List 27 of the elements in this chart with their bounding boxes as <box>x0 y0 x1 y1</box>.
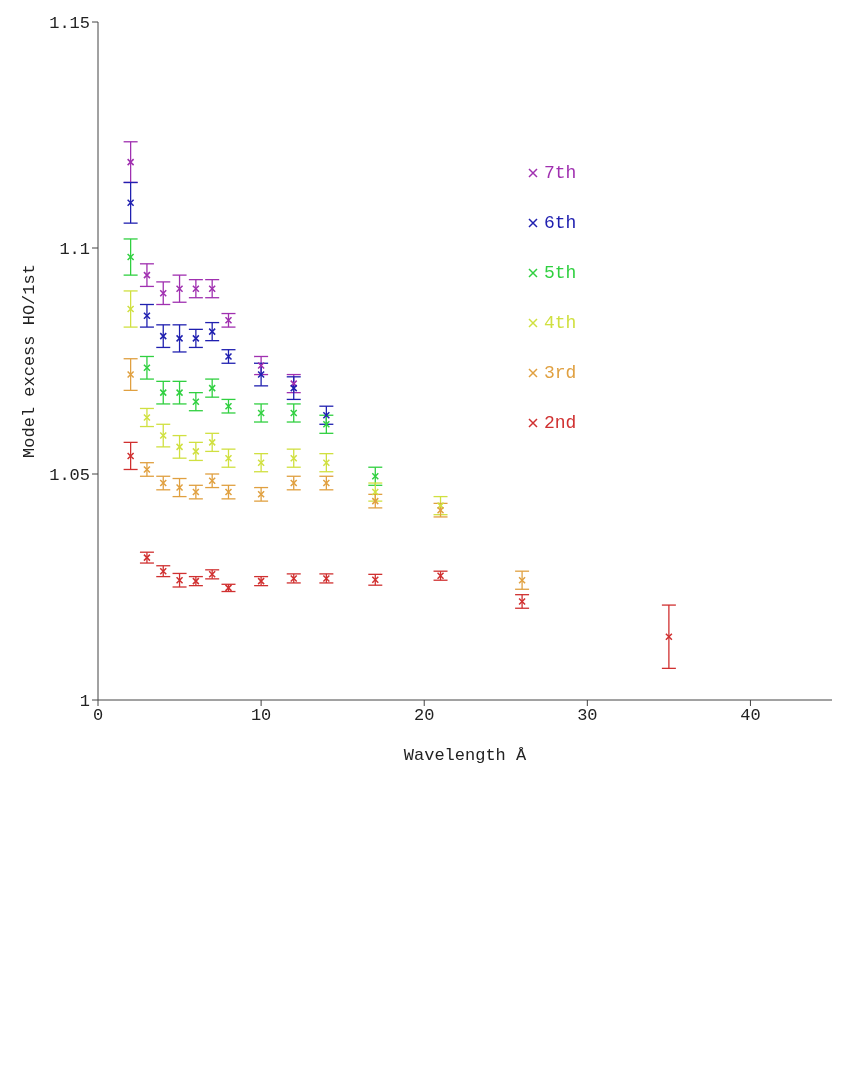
legend-label: 4th <box>544 312 577 335</box>
point <box>208 477 216 485</box>
point <box>175 483 184 492</box>
x-tick-label: 10 <box>250 706 272 726</box>
x-tick-label: 20 <box>414 706 435 726</box>
y-axis-title: Model excess HO/1st <box>20 264 40 458</box>
legend-label: 5th <box>544 262 577 285</box>
point <box>371 576 380 584</box>
y-tick-label: 1.15 <box>49 14 90 34</box>
point <box>322 458 331 467</box>
x-tick-label: 30 <box>577 706 598 726</box>
y-tick-label: 1.05 <box>49 466 90 486</box>
point <box>192 488 200 496</box>
x-axis-title: Wavelength Å <box>403 746 528 765</box>
x-tick-label: 0 <box>92 706 104 726</box>
point <box>143 271 151 279</box>
y-tick-label: 1 <box>79 692 90 712</box>
point <box>322 574 331 583</box>
point <box>159 289 167 297</box>
legend-label: 3rd <box>544 362 577 385</box>
point <box>371 472 380 481</box>
legend-label: 6th <box>544 212 577 235</box>
legend-label: 2nd <box>544 412 577 435</box>
y-tick-label: 1.1 <box>59 240 90 260</box>
legend-label: 7th <box>544 162 577 185</box>
point <box>175 334 184 343</box>
x-tick-label: 40 <box>740 706 761 726</box>
